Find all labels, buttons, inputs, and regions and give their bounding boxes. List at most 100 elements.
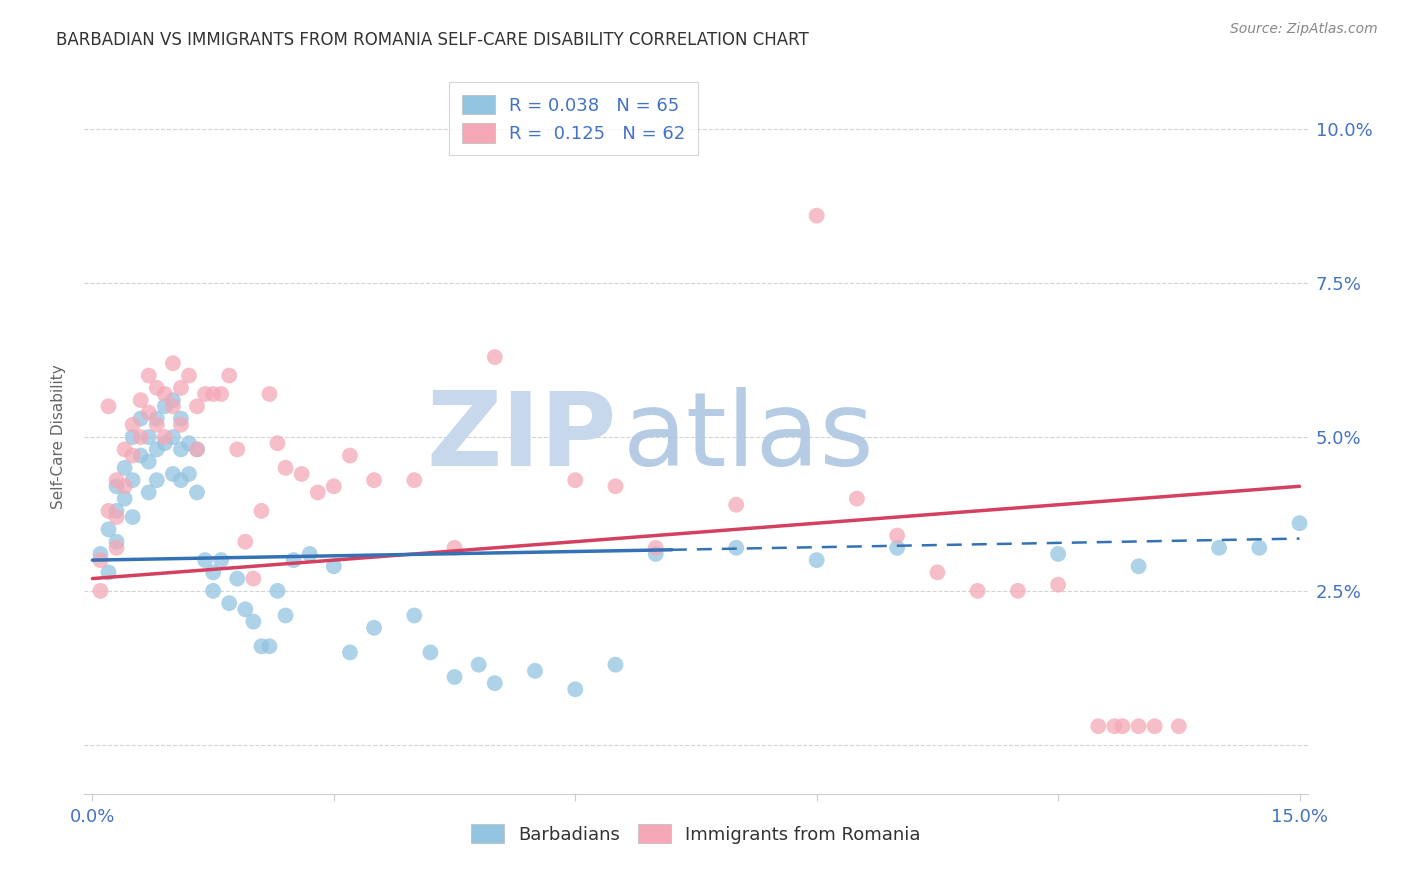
Point [404,473,426,487]
Point [177,436,200,450]
Point [105,504,128,518]
Point [153,430,176,444]
Point [138,455,160,469]
Point [186,442,208,457]
Point [226,442,249,457]
Point [121,430,143,444]
Point [121,510,143,524]
Point [186,400,208,414]
Point [1007,583,1029,598]
Point [1128,559,1150,574]
Point [605,657,627,672]
Point [404,608,426,623]
Point [105,479,128,493]
Point [1143,719,1166,733]
Point [186,485,208,500]
Point [242,572,264,586]
Point [153,387,176,401]
Point [114,460,136,475]
Y-axis label: Self-Care Disability: Self-Care Disability [51,365,66,509]
Point [121,449,143,463]
Point [242,615,264,629]
Point [725,498,748,512]
Point [138,430,160,444]
Point [644,547,666,561]
Point [194,553,217,567]
Point [419,645,441,659]
Point [153,436,176,450]
Point [467,657,489,672]
Point [259,639,281,653]
Point [644,541,666,555]
Point [363,621,385,635]
Point [927,566,949,580]
Point [162,430,184,444]
Point [274,460,297,475]
Point [209,553,232,567]
Point [162,356,184,370]
Point [1104,719,1126,733]
Point [266,436,288,450]
Point [1288,516,1310,531]
Point [443,670,465,684]
Text: ZIP: ZIP [426,386,616,488]
Point [146,417,169,432]
Point [806,209,828,223]
Point [209,387,232,401]
Point [202,387,225,401]
Point [1167,719,1189,733]
Point [146,473,169,487]
Point [886,541,908,555]
Point [129,411,152,425]
Point [121,473,143,487]
Point [226,572,249,586]
Point [806,553,828,567]
Point [114,442,136,457]
Point [259,387,281,401]
Point [363,473,385,487]
Point [274,608,297,623]
Point [162,467,184,481]
Point [177,467,200,481]
Point [218,596,240,610]
Point [138,485,160,500]
Point [162,393,184,408]
Point [725,541,748,555]
Text: atlas: atlas [623,386,875,488]
Point [202,566,225,580]
Point [266,583,288,598]
Point [1249,541,1271,555]
Point [1047,547,1070,561]
Point [129,430,152,444]
Text: Source: ZipAtlas.com: Source: ZipAtlas.com [1230,22,1378,37]
Point [89,553,111,567]
Point [129,393,152,408]
Text: BARBADIAN VS IMMIGRANTS FROM ROMANIA SELF-CARE DISABILITY CORRELATION CHART: BARBADIAN VS IMMIGRANTS FROM ROMANIA SEL… [56,31,808,49]
Point [97,400,120,414]
Point [162,400,184,414]
Point [114,479,136,493]
Point [194,387,217,401]
Point [138,368,160,383]
Point [105,473,128,487]
Point [170,442,193,457]
Point [484,350,506,364]
Point [146,411,169,425]
Legend: Barbadians, Immigrants from Romania: Barbadians, Immigrants from Romania [458,811,934,856]
Point [233,534,256,549]
Point [202,583,225,598]
Point [170,473,193,487]
Point [97,522,120,536]
Point [1087,719,1109,733]
Point [146,442,169,457]
Point [233,602,256,616]
Point [97,504,120,518]
Point [1128,719,1150,733]
Point [322,479,344,493]
Point [186,442,208,457]
Point [298,547,321,561]
Point [170,381,193,395]
Point [250,639,273,653]
Point [89,547,111,561]
Point [105,534,128,549]
